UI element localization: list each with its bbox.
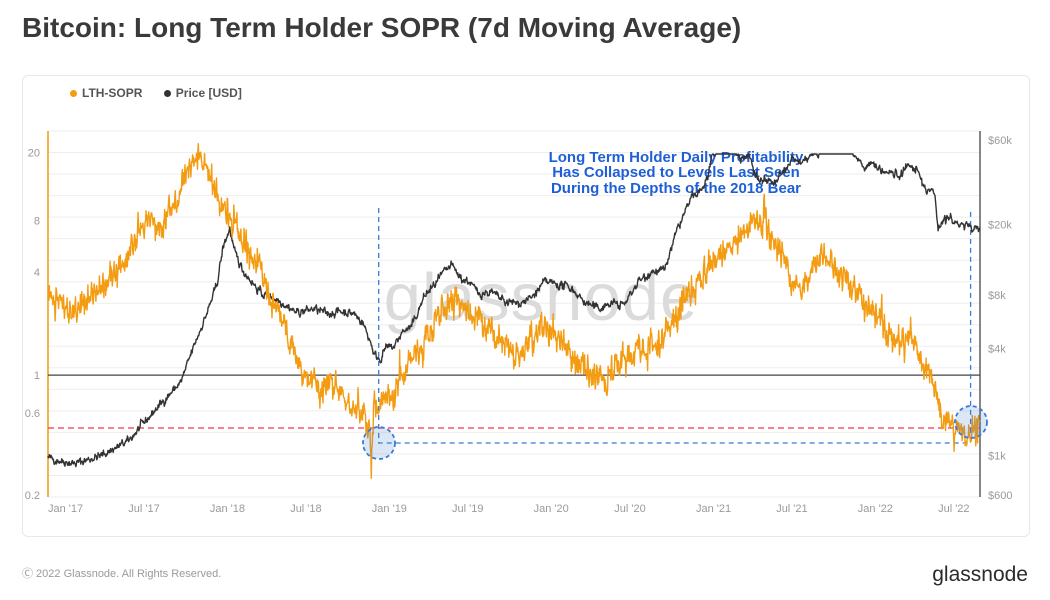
- svg-text:$60k: $60k: [988, 135, 1012, 147]
- svg-text:$600: $600: [988, 490, 1012, 502]
- svg-text:Has Collapsed to Levels Last S: Has Collapsed to Levels Last Seen: [552, 164, 800, 181]
- svg-text:20: 20: [28, 147, 40, 159]
- svg-text:Jan '18: Jan '18: [210, 503, 245, 515]
- svg-text:Jan '17: Jan '17: [48, 503, 83, 515]
- svg-text:8: 8: [34, 216, 40, 228]
- svg-text:Jul '17: Jul '17: [128, 503, 159, 515]
- svg-text:4: 4: [34, 267, 40, 279]
- svg-text:0.2: 0.2: [25, 490, 40, 502]
- svg-text:$1k: $1k: [988, 451, 1006, 463]
- svg-text:Jul '20: Jul '20: [614, 503, 645, 515]
- svg-text:Jan '19: Jan '19: [372, 503, 407, 515]
- svg-text:Jul '22: Jul '22: [938, 503, 969, 515]
- svg-text:0.6: 0.6: [25, 408, 40, 420]
- svg-text:Jul '18: Jul '18: [290, 503, 321, 515]
- svg-text:1: 1: [34, 370, 40, 382]
- svg-text:Jul '21: Jul '21: [776, 503, 807, 515]
- svg-text:$4k: $4k: [988, 344, 1006, 356]
- svg-text:$8k: $8k: [988, 290, 1006, 302]
- svg-text:Jan '22: Jan '22: [858, 503, 893, 515]
- svg-text:Jan '21: Jan '21: [696, 503, 731, 515]
- svg-text:Jan '20: Jan '20: [534, 503, 569, 515]
- svg-text:$20k: $20k: [988, 220, 1012, 232]
- svg-text:Jul '19: Jul '19: [452, 503, 483, 515]
